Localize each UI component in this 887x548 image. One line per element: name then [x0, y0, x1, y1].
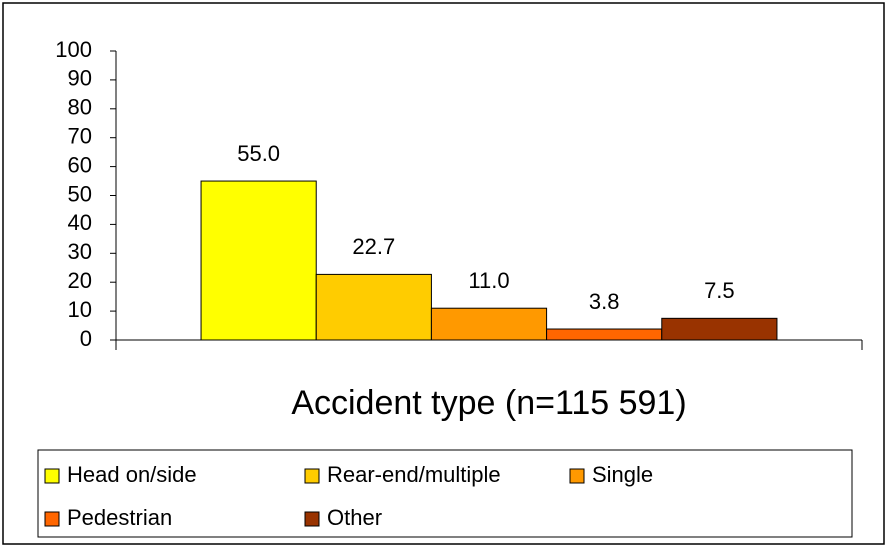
- y-tick-label: 30: [68, 239, 92, 264]
- y-tick-label: 80: [68, 95, 92, 120]
- y-tick-label: 60: [68, 152, 92, 177]
- legend-swatch: [44, 468, 60, 484]
- bar: [546, 328, 663, 341]
- y-tick-label: 90: [68, 66, 92, 91]
- x-axis-label: Accident type (n=115 591): [291, 384, 686, 422]
- value-label: 7.5: [704, 278, 735, 303]
- y-tick-label: 50: [68, 181, 92, 206]
- legend-label: Pedestrian: [67, 505, 172, 530]
- legend-swatch: [569, 468, 585, 484]
- bar: [661, 317, 778, 341]
- bar: [430, 307, 548, 341]
- value-label: 3.8: [589, 289, 620, 314]
- legend-label: Head on/side: [67, 462, 197, 487]
- bar: [315, 273, 432, 341]
- legend-box: [37, 449, 853, 538]
- y-tick-label: 0: [80, 326, 92, 351]
- value-label: 22.7: [352, 234, 395, 259]
- legend-swatch: [304, 511, 320, 527]
- legend-swatch: [44, 511, 60, 527]
- y-tick-label: 70: [68, 124, 92, 149]
- legend-label: Other: [327, 505, 382, 530]
- y-tick-label: 100: [55, 37, 92, 62]
- legend-label: Single: [592, 462, 653, 487]
- bar: [200, 180, 317, 341]
- value-label: 55.0: [237, 141, 280, 166]
- legend-label: Rear-end/multiple: [327, 462, 501, 487]
- y-tick-label: 40: [68, 210, 92, 235]
- legend-swatch: [304, 468, 320, 484]
- value-label: 11.0: [468, 268, 509, 293]
- y-tick-label: 10: [68, 297, 92, 322]
- y-tick-label: 20: [68, 268, 92, 293]
